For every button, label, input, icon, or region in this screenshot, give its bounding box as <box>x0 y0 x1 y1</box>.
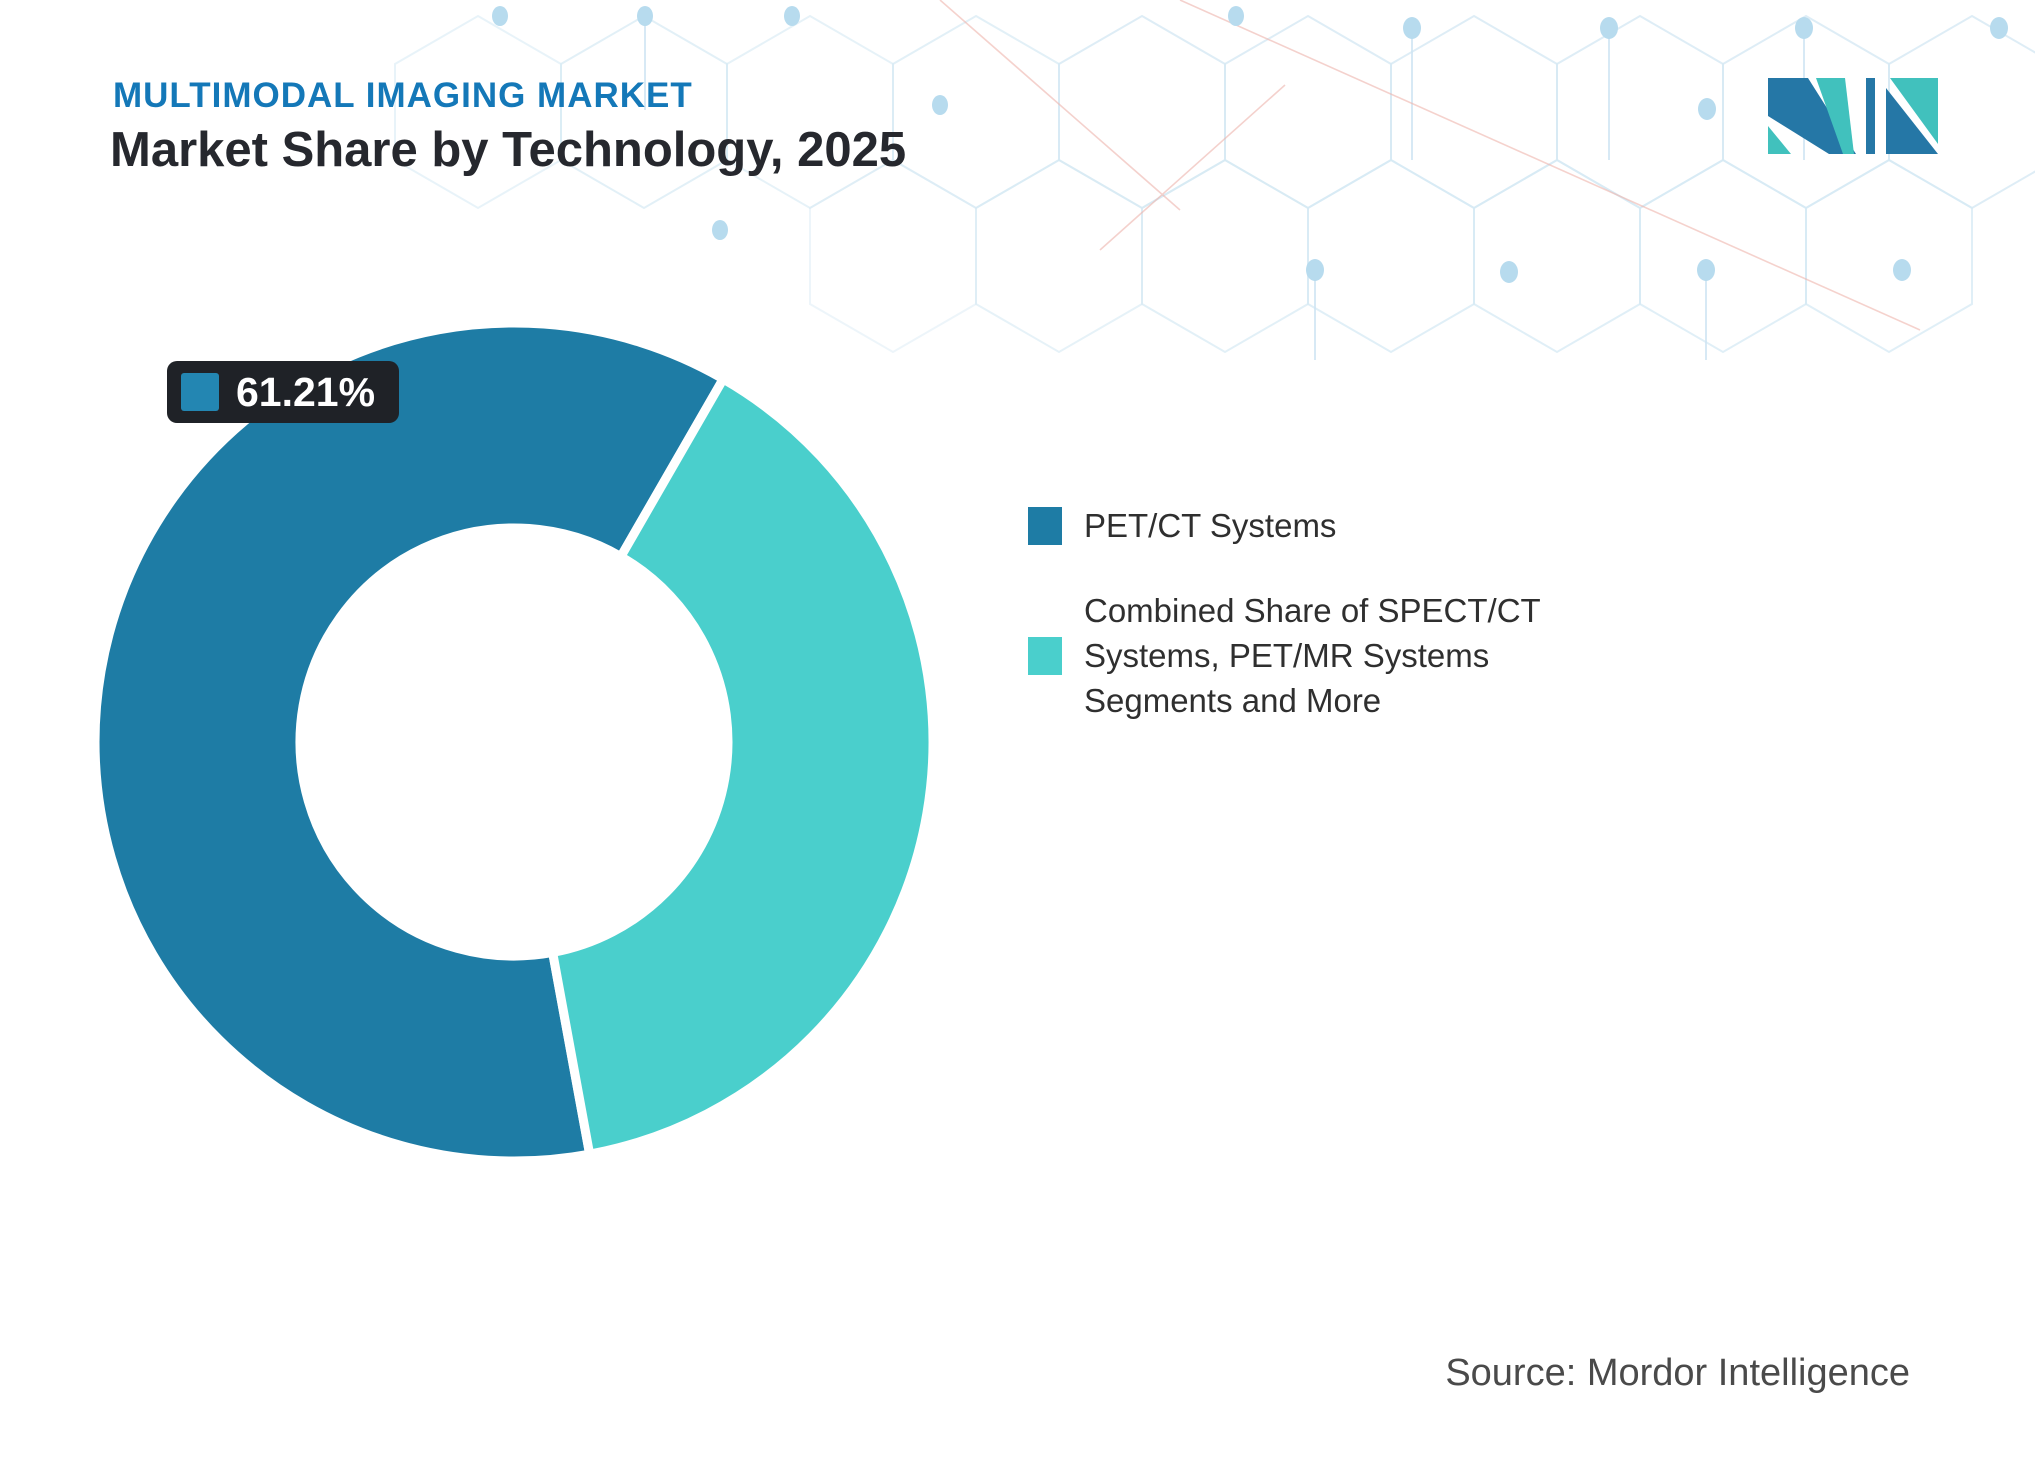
legend-swatch-petct <box>1028 506 1062 545</box>
pattern-coral-lines <box>939 0 1921 331</box>
pattern-stems <box>644 16 1805 360</box>
legend-swatch-combined <box>1028 636 1062 675</box>
legend-label-combined: Combined Share of SPECT/CT Systems, PET/… <box>1084 588 1541 723</box>
logo-left-blue-shape <box>1768 78 1856 154</box>
mordor-intelligence-logo <box>1768 78 1938 154</box>
report-eyebrow: MULTIMODAL IMAGING MARKET <box>113 76 693 115</box>
slice-label-badge: 61.21% <box>167 361 400 423</box>
logo-right-teal-tri <box>1890 78 1938 144</box>
legend-label-petct: PET/CT Systems <box>1084 507 1337 544</box>
legend-label-line-2: Systems, PET/MR Systems <box>1084 637 1490 674</box>
legend-label-line-3: Segments and More <box>1084 682 1382 719</box>
legend-item-combined: Combined Share of SPECT/CT Systems, PET/… <box>1028 588 1548 723</box>
chart-title: Market Share by Technology, 2025 <box>110 123 907 177</box>
legend: PET/CT Systems Combined Share of SPECT/C… <box>1028 503 1548 723</box>
logo-m-right-leg <box>1866 78 1875 154</box>
badge-swatch <box>181 373 219 411</box>
logo-middle-teal-wedge <box>1816 78 1854 154</box>
donut-slice-0 <box>90 318 730 1166</box>
source-attribution: Source: Mordor Intelligence <box>1445 1352 1910 1394</box>
donut-chart <box>90 318 938 1166</box>
logo-right-blue-tri <box>1886 88 1938 154</box>
legend-item-petct: PET/CT Systems <box>1028 503 1548 548</box>
logo-left-teal-corner <box>1768 126 1791 154</box>
donut-slice-1 <box>547 372 938 1160</box>
legend-label-line-1: Combined Share of SPECT/CT <box>1084 592 1541 629</box>
badge-value: 61.21% <box>236 368 376 415</box>
hex-pattern-decoration <box>394 0 2035 360</box>
